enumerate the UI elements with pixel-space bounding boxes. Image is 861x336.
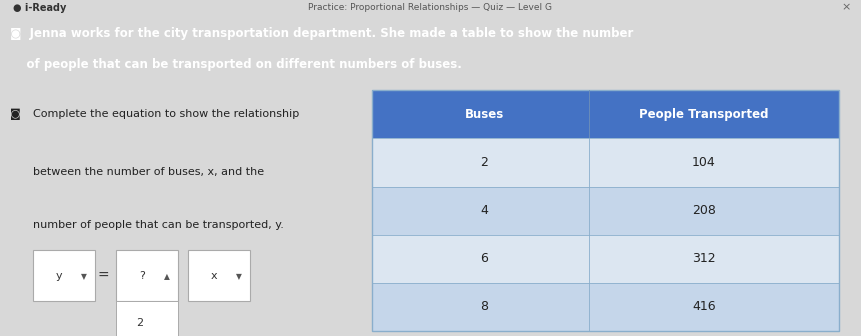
Text: 2: 2 <box>136 318 143 328</box>
FancyBboxPatch shape <box>372 283 839 331</box>
Text: of people that can be transported on different numbers of buses.: of people that can be transported on dif… <box>10 58 462 71</box>
Text: x: x <box>210 270 217 281</box>
Text: 416: 416 <box>692 300 715 313</box>
Text: 312: 312 <box>692 252 715 265</box>
Text: Practice: Proportional Relationships — Quiz — Level G: Practice: Proportional Relationships — Q… <box>308 3 553 12</box>
FancyBboxPatch shape <box>372 138 839 186</box>
Text: ◙: ◙ <box>10 109 21 120</box>
Text: ◙  Jenna works for the city transportation department. She made a table to show : ◙ Jenna works for the city transportatio… <box>10 27 634 40</box>
Text: 4: 4 <box>480 204 488 217</box>
Text: 104: 104 <box>692 156 715 169</box>
Text: ▼: ▼ <box>81 272 86 281</box>
Text: =: = <box>97 268 109 283</box>
Text: ×: × <box>841 3 851 13</box>
Text: ▲: ▲ <box>164 272 170 281</box>
FancyBboxPatch shape <box>116 250 178 301</box>
Text: between the number of buses, x, and the: between the number of buses, x, and the <box>33 167 263 177</box>
Text: number of people that can be transported, y.: number of people that can be transported… <box>33 220 283 230</box>
Text: 208: 208 <box>692 204 715 217</box>
Text: 2: 2 <box>480 156 488 169</box>
Text: 8: 8 <box>480 300 488 313</box>
Text: Buses: Buses <box>465 108 504 121</box>
Text: Complete the equation to show the relationship: Complete the equation to show the relati… <box>33 109 299 119</box>
FancyBboxPatch shape <box>372 186 839 235</box>
Text: ● i-Ready: ● i-Ready <box>13 3 66 13</box>
Text: People Transported: People Transported <box>639 108 769 121</box>
Text: ?: ? <box>139 270 146 281</box>
Bar <box>372 90 839 331</box>
FancyBboxPatch shape <box>188 250 250 301</box>
Text: ▼: ▼ <box>236 272 241 281</box>
Text: 6: 6 <box>480 252 488 265</box>
FancyBboxPatch shape <box>116 301 178 336</box>
FancyBboxPatch shape <box>372 90 839 138</box>
Text: y: y <box>55 270 62 281</box>
FancyBboxPatch shape <box>33 250 95 301</box>
FancyBboxPatch shape <box>372 235 839 283</box>
